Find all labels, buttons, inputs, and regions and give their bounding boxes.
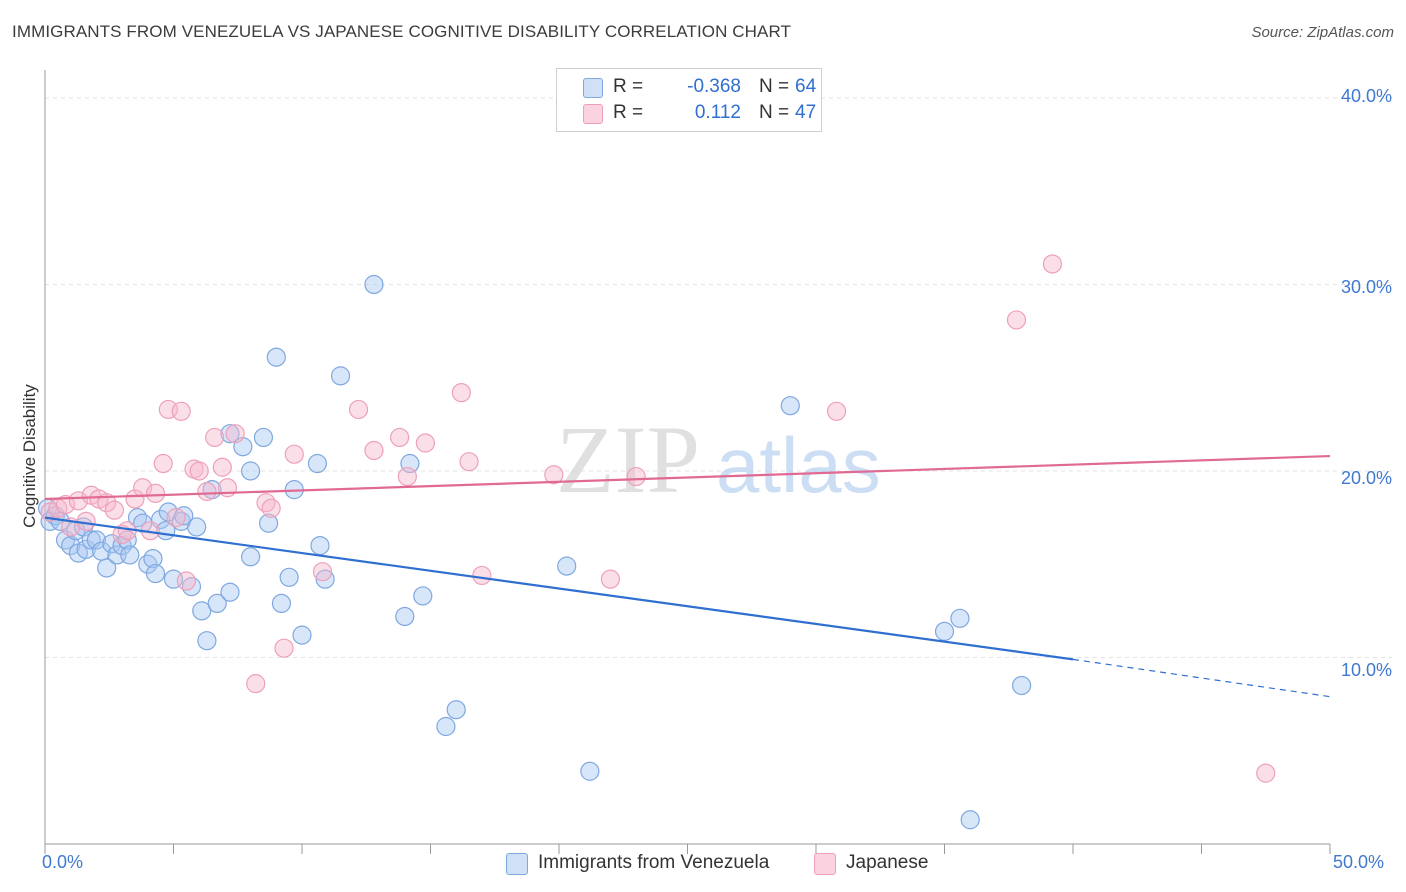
data-point-japanese: [198, 483, 216, 501]
scatter-chart: ZIP atlas: [0, 0, 1406, 892]
data-point-venezuela: [1013, 676, 1031, 694]
data-point-venezuela: [437, 718, 455, 736]
data-point-venezuela: [447, 701, 465, 719]
data-point-japanese: [473, 566, 491, 584]
data-point-japanese: [167, 509, 185, 527]
data-point-venezuela: [936, 622, 954, 640]
data-point-venezuela: [280, 568, 298, 586]
data-point-venezuela: [332, 367, 350, 385]
data-point-venezuela: [147, 565, 165, 583]
r-value: 0.112: [643, 102, 741, 124]
data-point-japanese: [285, 445, 303, 463]
data-point-venezuela: [581, 762, 599, 780]
data-point-venezuela: [951, 609, 969, 627]
data-point-venezuela: [188, 518, 206, 536]
data-point-venezuela: [221, 583, 239, 601]
data-point-japanese: [105, 501, 123, 519]
n-label: N =: [759, 102, 789, 124]
japanese-swatch: [583, 104, 603, 124]
data-point-venezuela: [308, 455, 326, 473]
japanese-legend-swatch: [814, 853, 836, 875]
y-tick-label: 40.0%: [1341, 86, 1392, 107]
n-value: 47: [795, 102, 816, 124]
n-value: 64: [795, 76, 816, 98]
series-legend: Immigrants from Venezuela Japanese: [0, 851, 1406, 879]
data-point-japanese: [350, 400, 368, 418]
data-point-japanese: [1257, 764, 1275, 782]
r-label: R =: [613, 102, 643, 124]
data-point-japanese: [416, 434, 434, 452]
stats-legend: R = -0.368 N = 64 R = 0.112 N = 47: [556, 68, 822, 132]
y-axis-label: Cognitive Disability: [20, 384, 40, 528]
data-point-japanese: [460, 453, 478, 471]
data-point-japanese: [314, 563, 332, 581]
legend-label: Japanese: [846, 852, 928, 874]
data-point-venezuela: [242, 462, 260, 480]
watermark-atlas: atlas: [716, 421, 881, 509]
data-point-japanese: [275, 639, 293, 657]
data-point-venezuela: [254, 428, 272, 446]
data-point-venezuela: [414, 587, 432, 605]
r-value: -0.368: [643, 76, 741, 98]
series-japanese-points: [41, 255, 1275, 782]
data-point-japanese: [452, 384, 470, 402]
legend-label: Immigrants from Venezuela: [538, 852, 769, 874]
data-point-japanese: [601, 570, 619, 588]
data-point-venezuela: [242, 548, 260, 566]
data-point-japanese: [213, 458, 231, 476]
r-label: R =: [613, 76, 643, 98]
data-point-japanese: [1007, 311, 1025, 329]
data-point-venezuela: [311, 537, 329, 555]
data-point-venezuela: [961, 811, 979, 829]
y-tick-label: 30.0%: [1341, 277, 1392, 298]
data-point-japanese: [226, 425, 244, 443]
watermark-zip: ZIP: [556, 406, 700, 513]
venezuela-legend-swatch: [506, 853, 528, 875]
y-tick-label: 20.0%: [1341, 468, 1392, 489]
data-point-japanese: [1043, 255, 1061, 273]
data-point-japanese: [172, 402, 190, 420]
data-point-japanese: [154, 455, 172, 473]
data-point-japanese: [828, 402, 846, 420]
trendline-venezuela-extrapolated: [1073, 659, 1330, 696]
data-point-venezuela: [267, 348, 285, 366]
data-point-venezuela: [396, 607, 414, 625]
data-point-japanese: [247, 675, 265, 693]
data-point-japanese: [206, 428, 224, 446]
data-point-venezuela: [121, 546, 139, 564]
data-point-japanese: [391, 428, 409, 446]
data-point-japanese: [177, 572, 195, 590]
data-point-venezuela: [272, 594, 290, 612]
data-point-venezuela: [558, 557, 576, 575]
data-point-japanese: [627, 468, 645, 486]
data-point-venezuela: [781, 397, 799, 415]
watermark: ZIP atlas: [556, 406, 881, 513]
data-point-japanese: [365, 441, 383, 459]
data-point-japanese: [262, 499, 280, 517]
data-point-venezuela: [365, 275, 383, 293]
data-point-japanese: [190, 462, 208, 480]
series-venezuela-points: [39, 275, 1031, 828]
gridlines: [45, 98, 1392, 658]
venezuela-swatch: [583, 78, 603, 98]
data-point-japanese: [147, 484, 165, 502]
n-label: N =: [759, 76, 789, 98]
data-point-venezuela: [293, 626, 311, 644]
data-point-japanese: [398, 468, 416, 486]
y-tick-label: 10.0%: [1341, 660, 1392, 681]
data-point-venezuela: [198, 632, 216, 650]
